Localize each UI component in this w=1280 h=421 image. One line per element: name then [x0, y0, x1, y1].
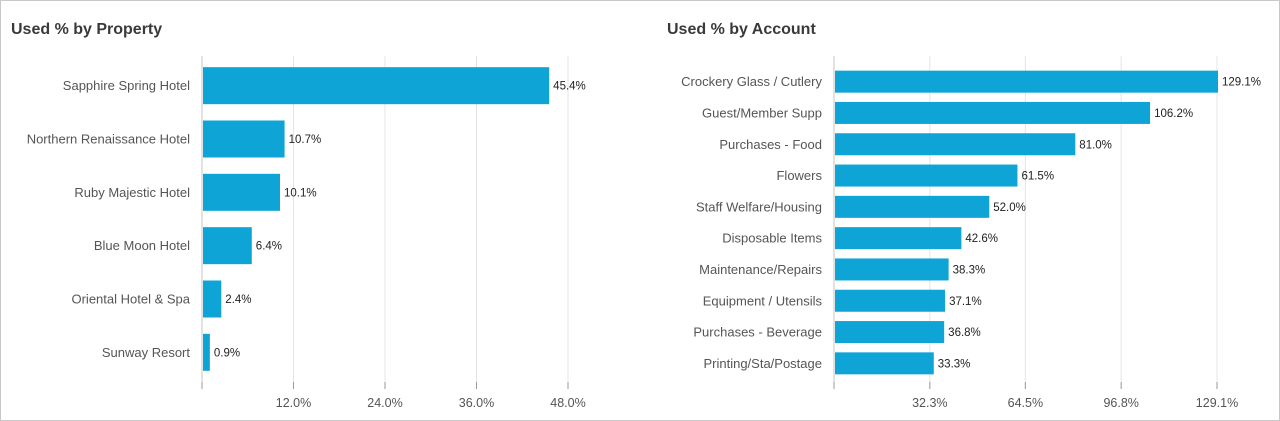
bar	[835, 352, 934, 375]
x-tick-label: 32.3%	[912, 396, 947, 410]
x-tick-label: 64.5%	[1008, 396, 1043, 410]
x-tick-label: 129.1%	[1196, 396, 1238, 410]
chart-title-account: Used % by Account	[667, 21, 816, 38]
category-label: Equipment / Utensils	[703, 293, 823, 308]
bar	[835, 195, 990, 218]
category-label: Printing/Sta/Postage	[703, 356, 822, 371]
data-label: 2.4%	[225, 294, 251, 306]
category-label: Oriental Hotel & Spa	[71, 292, 190, 307]
data-label: 42.6%	[965, 233, 998, 245]
bar	[203, 280, 222, 318]
data-label: 6.4%	[256, 241, 282, 253]
category-label: Northern Renaissance Hotel	[27, 132, 190, 147]
category-label: Maintenance/Repairs	[699, 262, 822, 277]
bar	[203, 120, 285, 158]
bar	[203, 67, 550, 105]
data-label: 38.3%	[953, 264, 986, 276]
category-label: Purchases - Beverage	[693, 325, 822, 340]
data-label: 45.4%	[553, 81, 586, 93]
data-label: 81.0%	[1079, 139, 1112, 151]
category-label: Purchases - Food	[719, 137, 822, 152]
bar	[835, 164, 1018, 187]
category-label: Blue Moon Hotel	[94, 238, 190, 253]
data-label: 106.2%	[1154, 108, 1193, 120]
category-label: Sunway Resort	[102, 345, 191, 360]
bar	[835, 227, 962, 250]
bar	[835, 70, 1218, 93]
category-label: Crockery Glass / Cutlery	[681, 74, 822, 89]
x-tick-label: 24.0%	[367, 396, 402, 410]
data-label: 10.1%	[284, 187, 317, 199]
bar	[203, 333, 210, 371]
data-label: 0.9%	[214, 347, 240, 359]
data-label: 52.0%	[993, 202, 1026, 214]
x-tick-label: 48.0%	[550, 396, 585, 410]
account-bar-chart: 32.3% 64.5% 96.8% 129.1% Crockery Glass / Cu…	[681, 56, 1261, 410]
category-label: Disposable Items	[722, 231, 822, 246]
data-label: 36.8%	[948, 327, 981, 339]
bar	[835, 258, 949, 281]
chart-title-property: Used % by Property	[11, 21, 163, 38]
property-bar-chart: 12.0% 24.0% 36.0% 48.0% Sapphire Spring Hote…	[27, 56, 586, 410]
data-label: 33.3%	[938, 358, 971, 370]
data-label: 10.7%	[289, 134, 322, 146]
data-label: 129.1%	[1222, 77, 1261, 89]
bar	[835, 289, 946, 312]
category-label: Staff Welfare/Housing	[696, 199, 822, 214]
x-tick-label: 96.8%	[1103, 396, 1138, 410]
category-label: Guest/Member Supp	[702, 105, 822, 120]
bar	[203, 173, 281, 211]
data-label: 61.5%	[1021, 171, 1054, 183]
bar	[203, 227, 252, 265]
category-label: Flowers	[776, 168, 822, 183]
bar	[835, 321, 945, 344]
bar	[835, 133, 1076, 156]
bar	[835, 101, 1151, 124]
category-label: Sapphire Spring Hotel	[63, 78, 190, 93]
data-label: 37.1%	[949, 296, 982, 308]
category-label: Ruby Majestic Hotel	[74, 185, 190, 200]
x-tick-label: 12.0%	[276, 396, 311, 410]
x-tick-label: 36.0%	[459, 396, 494, 410]
